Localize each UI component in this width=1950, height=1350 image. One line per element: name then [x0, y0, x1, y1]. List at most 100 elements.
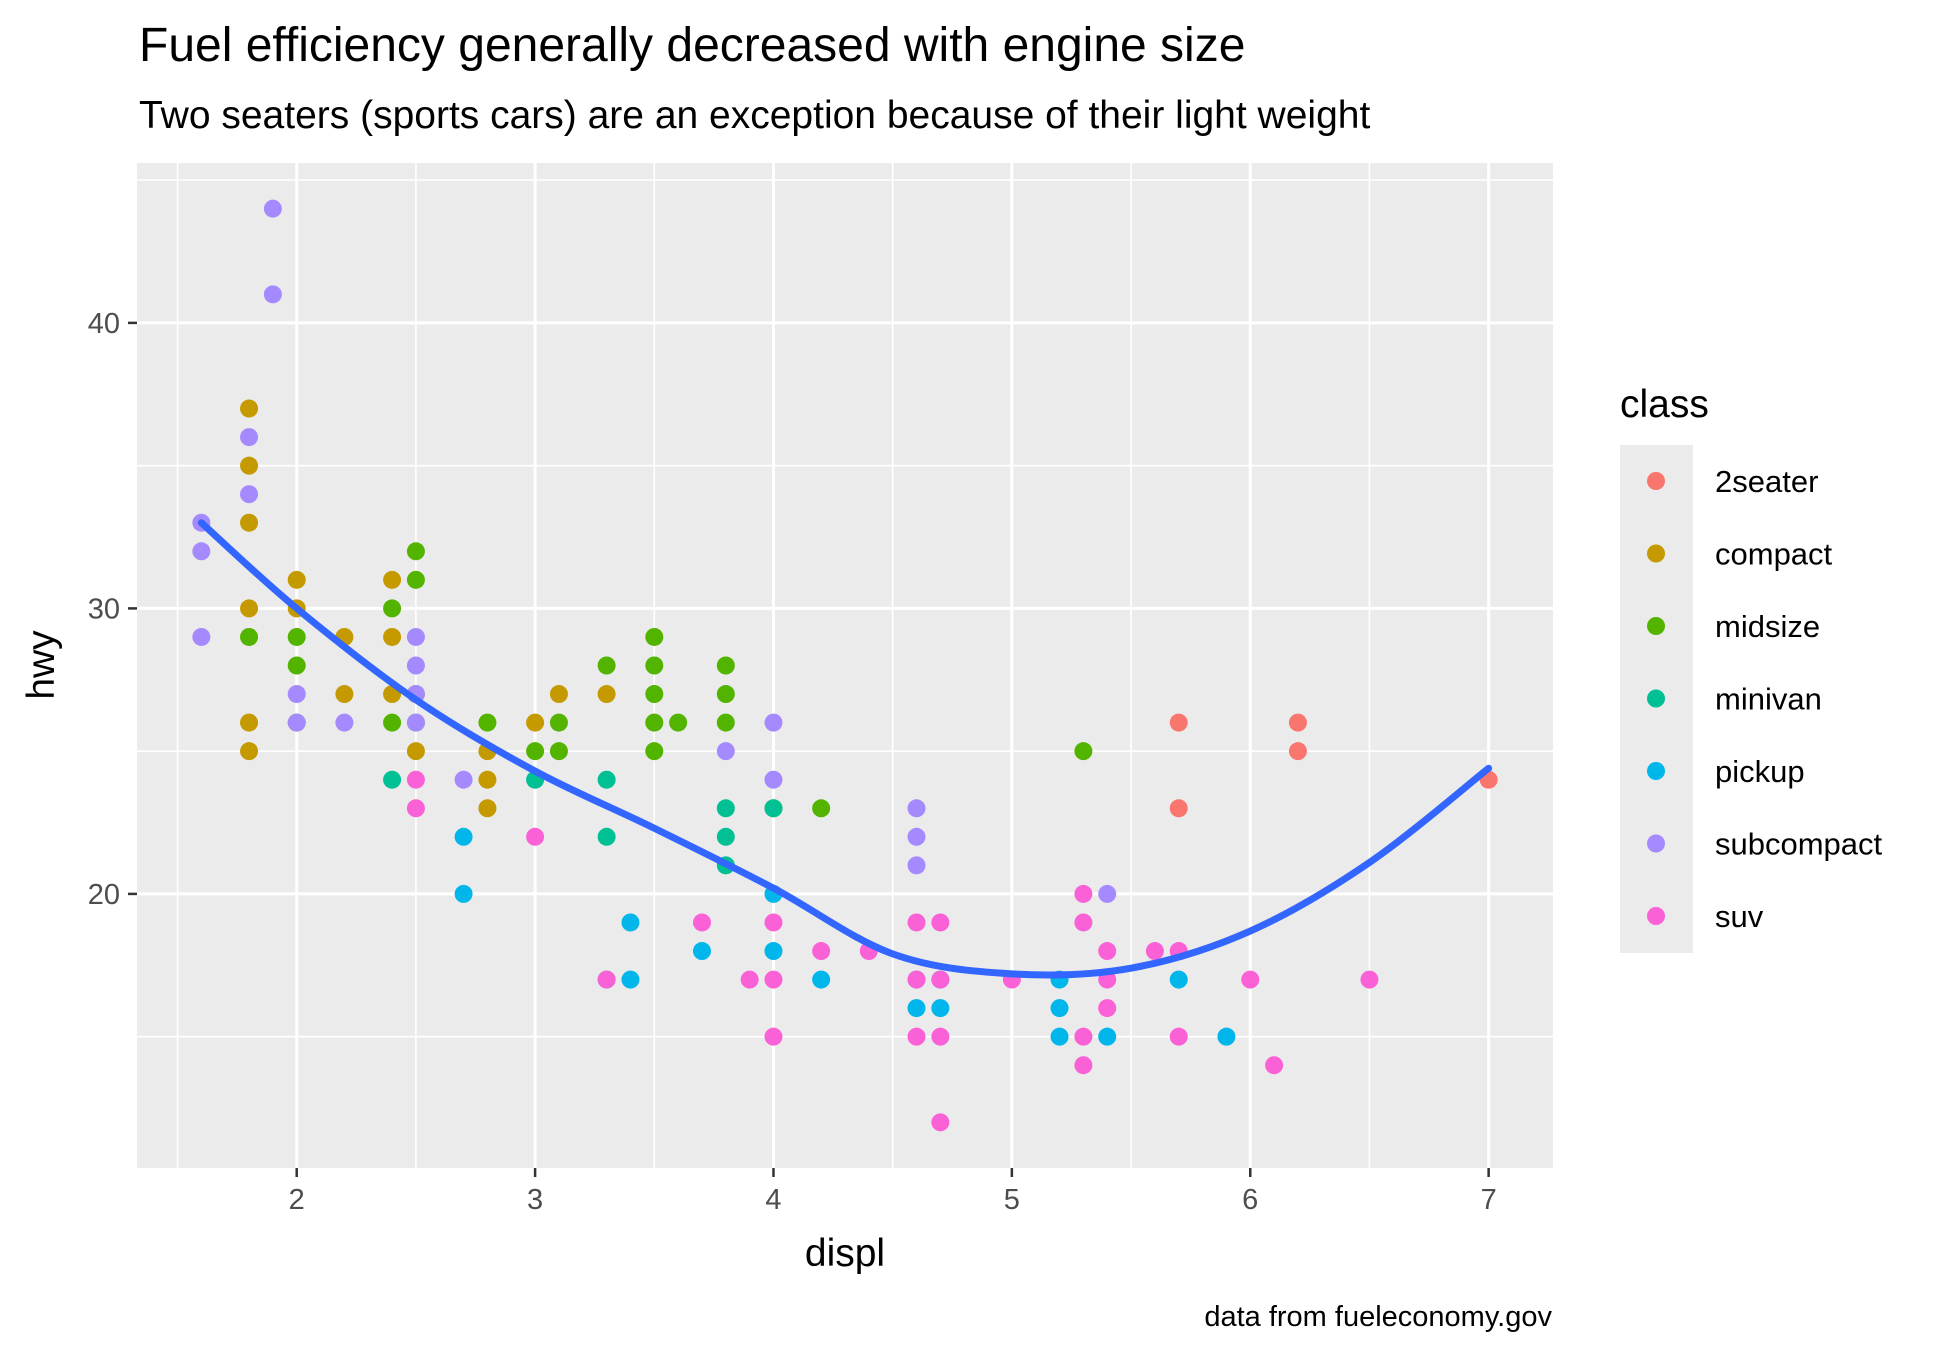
- point-compact: [240, 513, 259, 532]
- chart-caption: data from fueleconomy.gov: [1204, 1301, 1552, 1333]
- point-midsize: [287, 627, 306, 646]
- point-suv: [526, 827, 545, 846]
- point-suv: [931, 1027, 950, 1046]
- point-pickup: [907, 999, 926, 1018]
- y-tick-label: 20: [88, 879, 120, 911]
- point-subcompact: [240, 428, 259, 447]
- point-compact: [383, 570, 402, 589]
- point-compact: [383, 627, 402, 646]
- point-pickup: [931, 999, 950, 1018]
- point-suv: [907, 970, 926, 989]
- legend-label-2seater: 2seater: [1715, 464, 1818, 499]
- point-midsize: [549, 713, 568, 732]
- point-midsize: [645, 627, 664, 646]
- point-suv: [931, 1113, 950, 1132]
- point-compact: [478, 770, 497, 789]
- legend-key-subcompact: [1647, 834, 1665, 853]
- x-tick-label: 7: [1481, 1184, 1497, 1216]
- x-axis: 2 3 4 5 6 7: [289, 1168, 1497, 1216]
- scatter-points: [192, 199, 1498, 1132]
- chart-title: Fuel efficiency generally decreased with…: [139, 19, 1245, 72]
- point-subcompact: [240, 485, 259, 504]
- point-compact: [287, 570, 306, 589]
- point-pickup: [621, 970, 640, 989]
- legend-key-2seater: [1647, 472, 1665, 490]
- point-subcompact: [263, 285, 282, 304]
- point-suv: [1265, 1056, 1284, 1075]
- point-compact: [597, 685, 616, 704]
- x-axis-title: displ: [805, 1232, 885, 1275]
- point-subcompact: [287, 713, 306, 732]
- grid-major: [137, 163, 1553, 1168]
- legend-key-compact: [1647, 544, 1665, 563]
- point-midsize: [383, 599, 402, 618]
- point-pickup: [1098, 1027, 1117, 1046]
- point-pickup: [764, 942, 783, 961]
- point-minivan: [716, 827, 735, 846]
- point-suv: [1145, 942, 1164, 961]
- point-suv: [907, 913, 926, 932]
- grid-minor: [137, 163, 1553, 1168]
- point-pickup: [621, 913, 640, 932]
- point-2seater: [1288, 713, 1307, 732]
- point-midsize: [645, 713, 664, 732]
- point-2seater: [1288, 742, 1307, 761]
- point-suv: [692, 913, 711, 932]
- point-suv: [406, 799, 425, 818]
- point-suv: [907, 1027, 926, 1046]
- point-subcompact: [907, 827, 926, 846]
- point-suv: [764, 1027, 783, 1046]
- point-subcompact: [907, 799, 926, 818]
- point-compact: [406, 742, 425, 761]
- legend-key-pickup: [1647, 762, 1665, 780]
- point-suv: [1360, 970, 1379, 989]
- point-midsize: [716, 713, 735, 732]
- point-pickup: [454, 827, 473, 846]
- point-midsize: [645, 742, 664, 761]
- point-minivan: [383, 770, 402, 789]
- legend-label-compact: compact: [1715, 537, 1833, 572]
- point-suv: [1074, 913, 1093, 932]
- point-suv: [1241, 970, 1260, 989]
- point-compact: [240, 456, 259, 475]
- x-tick-label: 6: [1242, 1184, 1258, 1216]
- legend: 2seater compact midsize minivan pickup subcom…: [1647, 464, 1883, 934]
- point-midsize: [716, 685, 735, 704]
- y-axis-title: hwy: [20, 630, 63, 700]
- point-suv: [1098, 942, 1117, 961]
- point-minivan: [716, 799, 735, 818]
- legend-label-pickup: pickup: [1715, 754, 1805, 789]
- point-suv: [812, 942, 831, 961]
- point-suv: [1169, 1027, 1188, 1046]
- point-midsize: [669, 713, 688, 732]
- point-suv: [597, 970, 616, 989]
- point-midsize: [406, 542, 425, 561]
- point-compact: [240, 742, 259, 761]
- point-midsize: [526, 742, 545, 761]
- legend-label-minivan: minivan: [1715, 682, 1822, 717]
- point-suv: [406, 770, 425, 789]
- point-midsize: [645, 656, 664, 675]
- y-tick-label: 40: [88, 308, 120, 340]
- point-suv: [764, 970, 783, 989]
- point-pickup: [1050, 1027, 1069, 1046]
- point-midsize: [597, 656, 616, 675]
- y-axis: 20 30 40: [88, 308, 137, 911]
- chart-subtitle: Two seaters (sports cars) are an excepti…: [139, 94, 1370, 137]
- point-suv: [764, 913, 783, 932]
- point-subcompact: [406, 656, 425, 675]
- point-minivan: [597, 770, 616, 789]
- point-midsize: [478, 713, 497, 732]
- point-midsize: [383, 713, 402, 732]
- point-subcompact: [764, 770, 783, 789]
- point-pickup: [1169, 970, 1188, 989]
- point-subcompact: [263, 199, 282, 218]
- legend-label-suv: suv: [1715, 899, 1764, 934]
- point-compact: [240, 599, 259, 618]
- y-tick-label: 30: [88, 593, 120, 625]
- point-compact: [478, 799, 497, 818]
- point-subcompact: [192, 627, 211, 646]
- point-midsize: [716, 656, 735, 675]
- point-midsize: [240, 627, 259, 646]
